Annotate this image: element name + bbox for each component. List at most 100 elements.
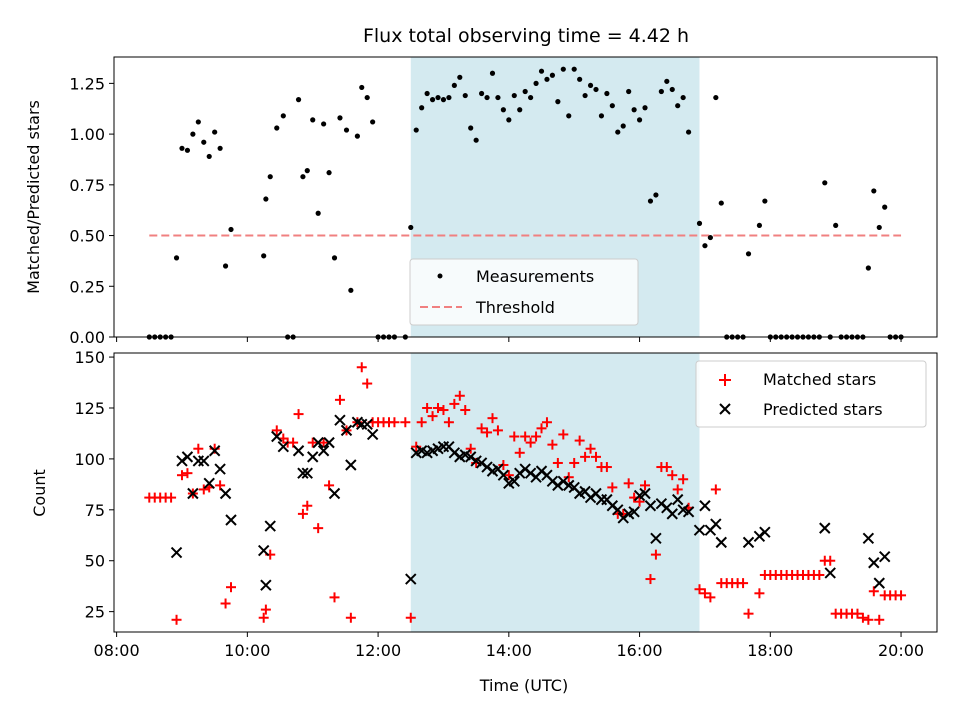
predicted-star-point <box>292 445 305 457</box>
measurement-point <box>620 123 626 129</box>
predicted-star-point <box>345 459 357 471</box>
predicted-star-point <box>198 455 210 467</box>
measurement-point <box>473 137 479 143</box>
predicted-star-point <box>715 536 727 549</box>
matched-star-point <box>324 480 335 491</box>
measurement-point <box>212 129 218 135</box>
measurement-point <box>331 255 338 261</box>
bottom-highlight-span <box>410 353 700 632</box>
measurement-point <box>462 92 468 99</box>
measurement-point <box>179 145 185 151</box>
matched-star-point <box>531 431 542 442</box>
matched-star-point <box>487 413 498 424</box>
matched-star-point <box>558 429 569 440</box>
measurement-point <box>440 97 447 103</box>
measurement-point <box>228 226 234 233</box>
matched-star-point <box>738 578 749 589</box>
bottom-count-points <box>144 362 907 625</box>
predicted-star-point <box>317 445 330 457</box>
bottom-x-tick-label: 12:00 <box>355 641 401 660</box>
measurement-point <box>206 153 212 160</box>
measurement-point <box>413 127 419 133</box>
matched-star-point <box>416 417 427 428</box>
matched-star-point <box>193 443 204 454</box>
matched-star-point <box>699 588 710 599</box>
matched-star-point <box>607 482 618 493</box>
predicted-star-point <box>264 520 276 532</box>
measurement-point <box>822 180 828 186</box>
predicted-star-point <box>277 440 290 453</box>
matched-star-point <box>509 431 520 442</box>
matched-star-point <box>226 582 237 593</box>
predicted-star-point <box>334 414 346 426</box>
matched-star-point <box>874 614 885 625</box>
measurement-point <box>429 97 436 103</box>
matched-star-point <box>650 549 661 560</box>
predicted-star-point <box>650 532 662 545</box>
bottom-x-axis-label: Time (UTC) <box>479 676 568 695</box>
legend-marker-matched <box>719 374 731 386</box>
measurement-point <box>696 220 703 226</box>
legend-label-threshold: Threshold <box>475 298 555 317</box>
measurement-point <box>522 88 528 95</box>
matched-star-point <box>454 390 465 401</box>
measurement-point <box>424 90 430 97</box>
bottom-plot-frame <box>113 352 938 633</box>
measurement-point <box>582 92 588 99</box>
matched-star-point <box>288 437 299 448</box>
measurement-point <box>201 139 207 145</box>
predicted-star-point <box>181 451 194 463</box>
matched-star-point <box>362 378 373 389</box>
measurement-point <box>707 234 713 241</box>
measurement-point <box>468 125 474 131</box>
bottom-y-tick-label: 150 <box>74 348 105 367</box>
matched-star-point <box>863 614 874 625</box>
measurement-point <box>451 82 457 89</box>
legend-label-matched: Matched stars <box>763 370 876 389</box>
matched-star-point <box>482 427 493 438</box>
measurement-point <box>745 251 752 257</box>
bottom-y-tick-label: 100 <box>74 450 105 469</box>
measurement-point <box>615 129 621 135</box>
measurement-point <box>642 105 648 111</box>
matched-star-point <box>868 586 879 597</box>
measurement-point <box>506 117 512 123</box>
measurement-point <box>865 265 871 271</box>
measurement-point <box>326 170 332 176</box>
matched-star-point <box>427 411 438 422</box>
predicted-star-point <box>219 487 232 500</box>
predicted-star-point <box>628 506 640 518</box>
predicted-star-point <box>340 424 353 437</box>
measurement-point <box>457 74 463 80</box>
bottom-y-tick-label: 50 <box>85 552 105 571</box>
predicted-star-point <box>862 532 875 545</box>
matched-star-point <box>293 409 304 420</box>
measurement-point <box>495 94 501 101</box>
matched-star-point <box>754 588 765 599</box>
top-chart-title: Flux total observing time = 4.42 h <box>363 25 689 47</box>
measurement-point <box>359 84 365 91</box>
measurement-point <box>500 107 506 113</box>
matched-star-point <box>585 443 596 454</box>
predicted-star-point <box>297 467 309 479</box>
bottom-y-axis-label: Count <box>30 469 49 517</box>
bottom-x-tick-label: 08:00 <box>94 641 140 660</box>
legend-label-measurements: Measurements <box>476 267 594 286</box>
measurement-point <box>658 88 664 95</box>
top-y-tick-label: 0.25 <box>69 277 105 296</box>
predicted-star-point <box>187 487 199 500</box>
measurement-point <box>300 174 306 180</box>
measurement-point <box>544 76 550 82</box>
predicted-star-point <box>508 475 520 488</box>
matched-star-point <box>449 398 460 409</box>
measurement-point <box>664 78 670 84</box>
matched-star-point <box>307 437 318 448</box>
measurement-point <box>364 94 370 101</box>
matched-star-point <box>334 394 345 405</box>
measurement-point <box>560 66 566 72</box>
top-y-tick-label: 1.00 <box>69 125 105 144</box>
measurement-point <box>528 94 534 101</box>
measurement-point <box>669 86 675 93</box>
matched-star-point <box>580 451 591 462</box>
measurement-point <box>343 127 350 133</box>
